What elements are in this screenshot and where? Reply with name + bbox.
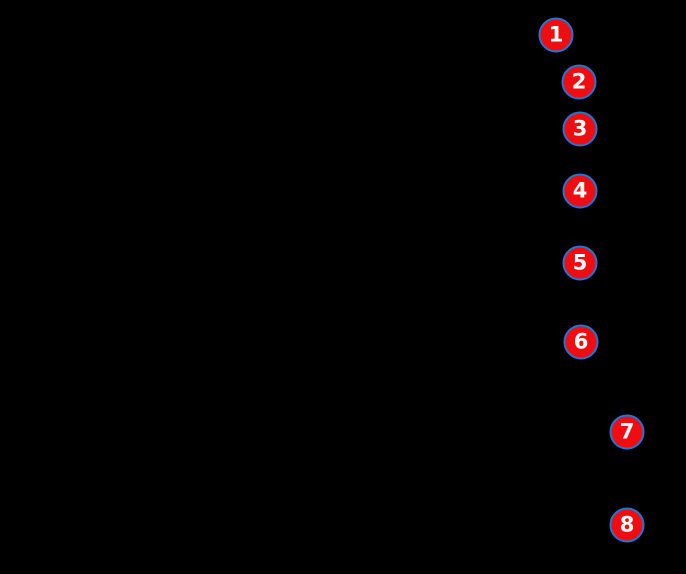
numbered-marker-1: 1 <box>538 17 574 53</box>
numbered-marker-3: 3 <box>562 111 598 147</box>
numbered-marker-7: 7 <box>609 414 645 450</box>
numbered-marker-8: 8 <box>609 507 645 543</box>
numbered-marker-5: 5 <box>562 245 598 281</box>
numbered-marker-6: 6 <box>563 324 599 360</box>
numbered-marker-2: 2 <box>561 64 597 100</box>
numbered-marker-4: 4 <box>562 173 598 209</box>
